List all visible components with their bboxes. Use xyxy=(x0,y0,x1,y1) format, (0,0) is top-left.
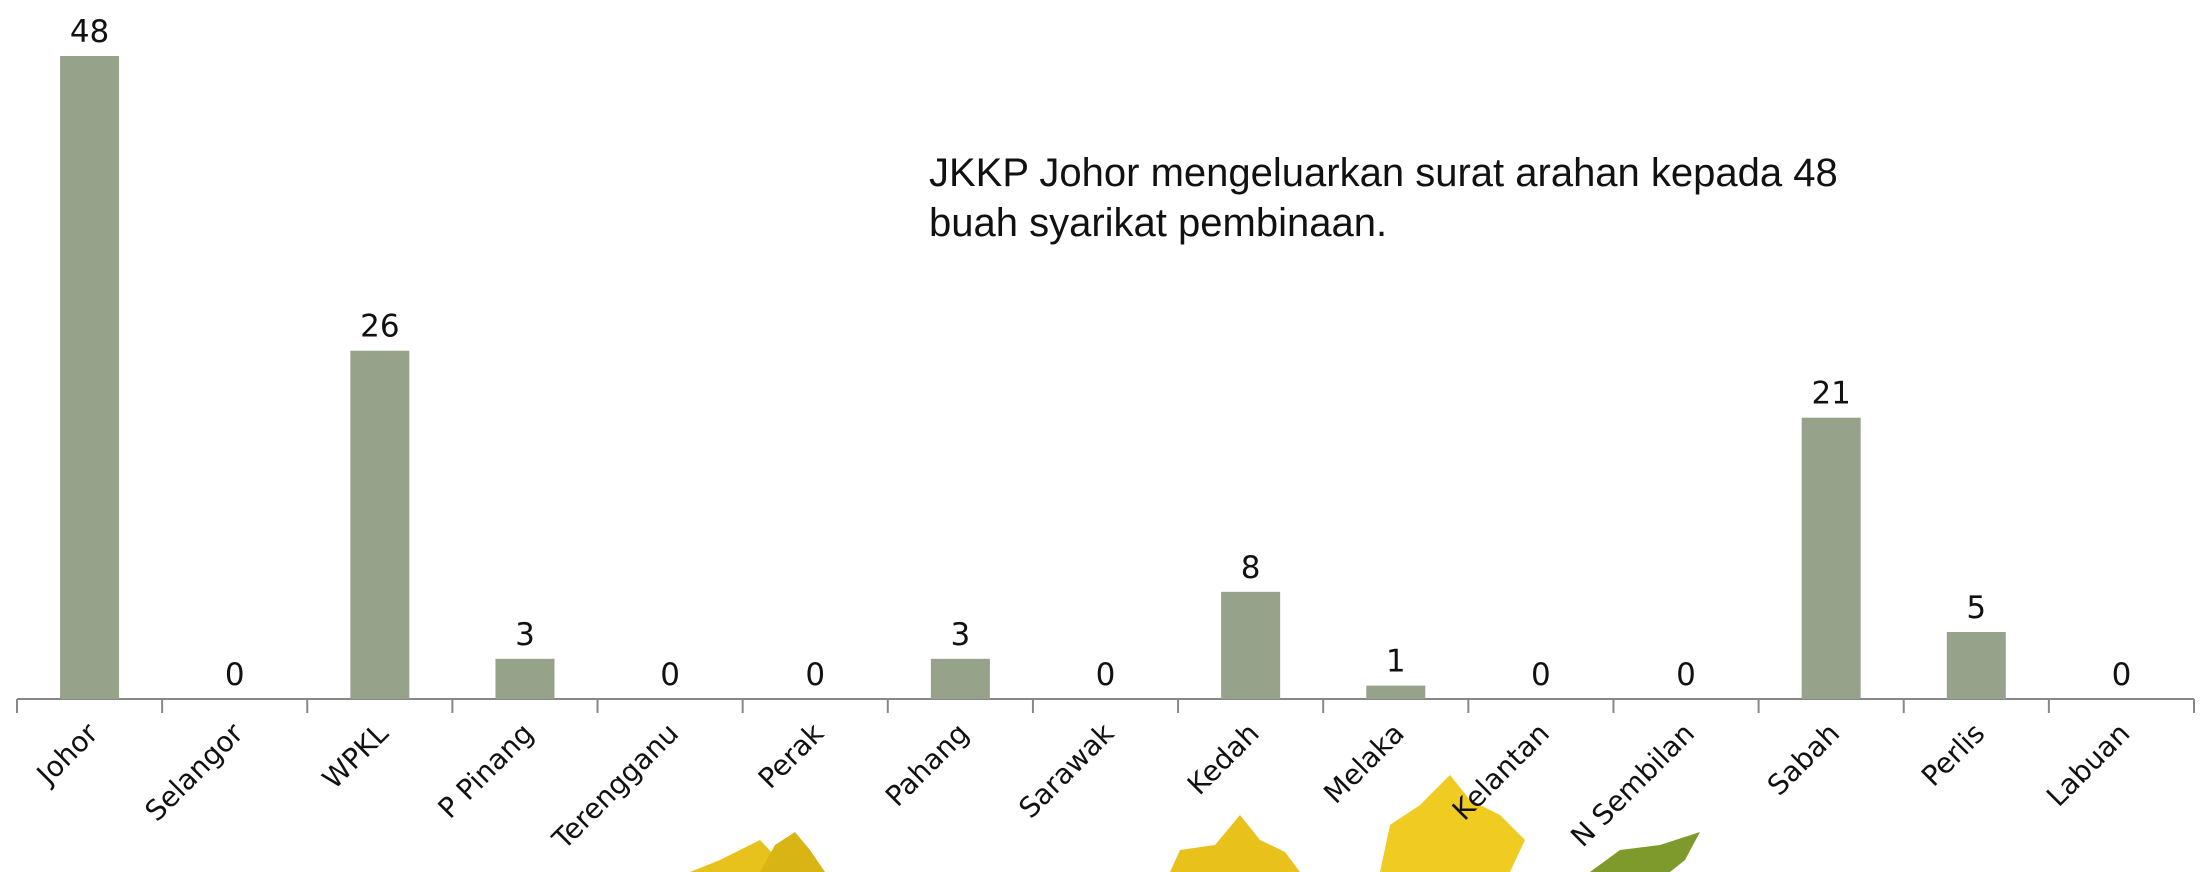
value-label: 8 xyxy=(1241,550,1261,586)
value-label: 3 xyxy=(515,617,535,653)
bar xyxy=(350,351,409,699)
annotation: JKKP Johor mengeluarkan surat arahan kep… xyxy=(929,148,1929,248)
x-tick-label: Perlis xyxy=(1915,717,1991,793)
x-tick-label: Perak xyxy=(752,716,831,795)
x-tick-label: Kelantan xyxy=(1446,717,1556,827)
value-label: 48 xyxy=(70,14,109,50)
value-label: 0 xyxy=(1531,657,1551,693)
x-tick-label: WPKL xyxy=(316,716,395,795)
x-tick-label: N Sembilan xyxy=(1564,717,1701,854)
x-tick-label: Sabah xyxy=(1761,717,1846,802)
x-tick-label: Pahang xyxy=(879,717,975,813)
x-tick-label: P Pinang xyxy=(432,717,540,825)
value-label: 0 xyxy=(1096,657,1116,693)
x-tick-label: Kedah xyxy=(1181,717,1266,802)
bar xyxy=(495,659,554,699)
value-label: 0 xyxy=(805,657,825,693)
value-label: 5 xyxy=(1966,590,1986,626)
x-tick-label: Melaka xyxy=(1317,717,1410,810)
value-label: 0 xyxy=(225,657,245,693)
bar xyxy=(1947,632,2006,699)
bar xyxy=(1802,418,1861,699)
bar xyxy=(1366,686,1425,699)
x-tick-label: Selangor xyxy=(139,716,250,827)
value-label: 0 xyxy=(1676,657,1696,693)
value-label: 21 xyxy=(1811,376,1850,412)
value-label: 0 xyxy=(2112,657,2132,693)
value-label: 1 xyxy=(1386,644,1406,680)
x-tick-label: Sarawak xyxy=(1012,716,1121,825)
x-tick-label: Labuan xyxy=(2040,717,2136,813)
value-label: 0 xyxy=(660,657,680,693)
bar xyxy=(931,659,990,699)
page: 48 Johor 0 Selangor 26 WPKL 3 P Pinang 0 Terengga… xyxy=(0,0,2201,872)
x-tick-label: Johor xyxy=(29,716,105,792)
value-label: 3 xyxy=(950,617,970,653)
bar xyxy=(1221,592,1280,699)
x-tick-label: Terengganu xyxy=(545,717,685,857)
value-label: 26 xyxy=(360,309,399,345)
bar xyxy=(60,56,119,699)
chart: 48 Johor 0 Selangor 26 WPKL 3 P Pinang 0 Terengga… xyxy=(0,0,2201,872)
